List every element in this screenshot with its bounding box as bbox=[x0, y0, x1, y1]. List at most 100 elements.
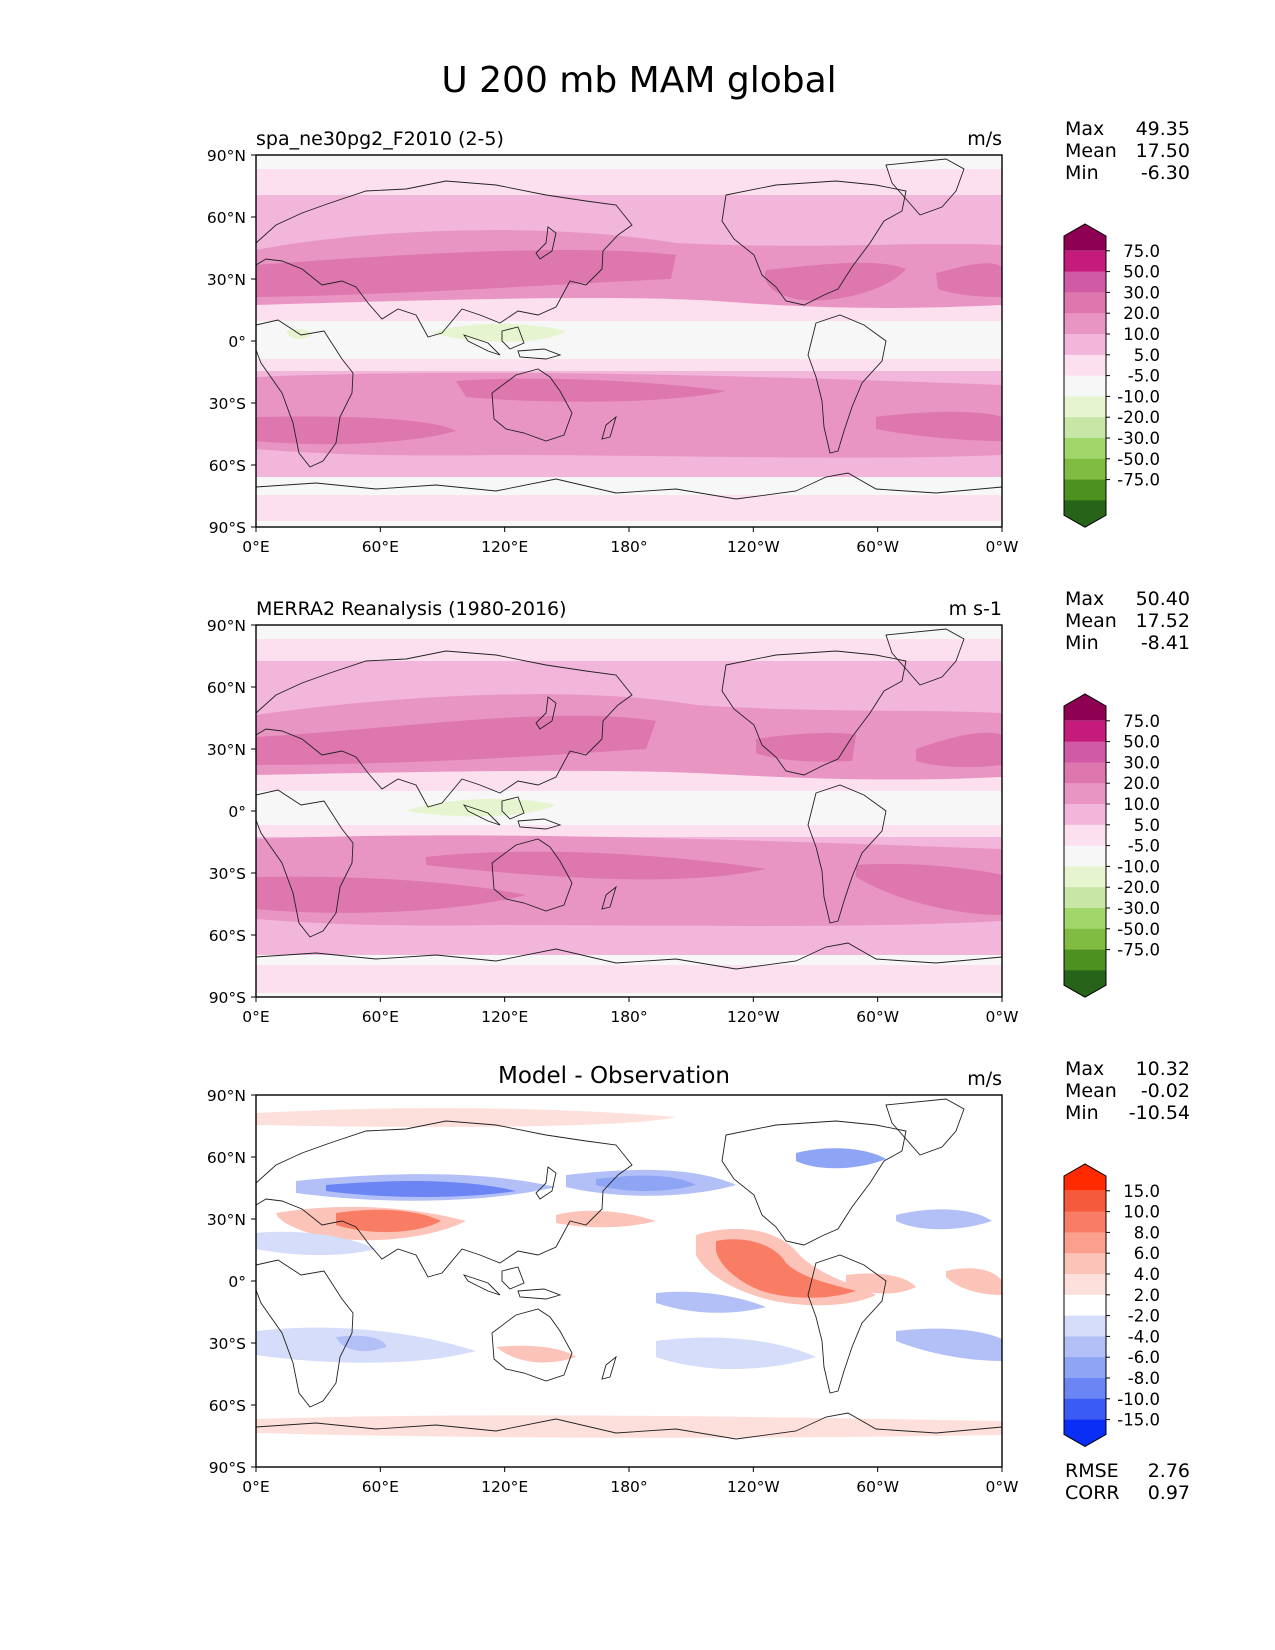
stat-min-label: Min bbox=[1065, 1102, 1099, 1124]
colorbar-segment bbox=[1064, 1232, 1106, 1254]
panel-center-title: Model - Observation bbox=[498, 1063, 730, 1089]
stat-min-value: -6.30 bbox=[1141, 162, 1190, 184]
colorbar-segment bbox=[1064, 458, 1106, 480]
lat-tick-label: 0° bbox=[228, 333, 246, 351]
colorbar-segment bbox=[1064, 804, 1106, 826]
colorbar-label: 4.0 bbox=[1134, 1265, 1160, 1284]
lon-tick-label: 0°E bbox=[242, 538, 269, 556]
stat-mean-label: Mean bbox=[1065, 140, 1117, 162]
panel-units: m/s bbox=[967, 128, 1002, 150]
colorbar-label: 10.0 bbox=[1123, 795, 1160, 814]
colorbar-label: 10.0 bbox=[1123, 1203, 1160, 1222]
lon-tick-label: 0°W bbox=[986, 1478, 1019, 1496]
lon-tick-label: 120°W bbox=[727, 538, 780, 556]
colorbar-segment bbox=[1064, 438, 1106, 460]
lat-tick-label: 60°S bbox=[209, 457, 246, 475]
colorbar-segment bbox=[1064, 1398, 1106, 1420]
panel-reference: MERRA2 Reanalysis (1980-2016) m s-1 90°N 60… bbox=[207, 588, 1190, 1026]
colorbar: 75.0 50.030.0 20.0 10.0 5.0 -5.0-10.0 -20.0 -30… bbox=[1063, 223, 1160, 528]
panel-left-title: spa_ne30pg2_F2010 (2-5) bbox=[256, 128, 504, 150]
stat-mean-value: -0.02 bbox=[1141, 1080, 1190, 1102]
colorbar-segment bbox=[1064, 720, 1106, 742]
colorbar-label: -6.0 bbox=[1128, 1348, 1160, 1367]
lat-tick-label: 30°S bbox=[209, 395, 246, 413]
stat-max-value: 50.40 bbox=[1136, 588, 1190, 610]
colorbar-extend-top bbox=[1064, 1164, 1106, 1191]
colorbar-segment bbox=[1064, 1357, 1106, 1379]
panels: spa_ne30pg2_F2010 (2-5) m/s 90°N 60°N 30°N 0°… bbox=[207, 118, 1190, 1504]
colorbar-segment bbox=[1064, 479, 1106, 501]
colorbar: 75.0 50.030.0 20.0 10.0 5.0 -5.0-10.0 -20.0 -30… bbox=[1063, 693, 1160, 998]
colorbar-segment bbox=[1064, 1294, 1106, 1316]
colorbar-label: 8.0 bbox=[1134, 1223, 1160, 1242]
stat-min-value: -8.41 bbox=[1141, 632, 1190, 654]
colorbar-outline bbox=[1063, 693, 1107, 998]
colorbar-label: 5.0 bbox=[1134, 346, 1160, 365]
colorbar-segment bbox=[1064, 908, 1106, 930]
colorbar-label: 50.0 bbox=[1123, 733, 1160, 752]
contour-field bbox=[256, 625, 1002, 997]
map-test bbox=[256, 155, 1002, 527]
colorbar-label: -50.0 bbox=[1117, 920, 1160, 939]
metric-rmse-value: 2.76 bbox=[1148, 1460, 1190, 1482]
stat-max-label: Max bbox=[1065, 1058, 1104, 1080]
stat-max-value: 49.35 bbox=[1136, 118, 1190, 140]
colorbar-label: -50.0 bbox=[1117, 450, 1160, 469]
colorbar-segment bbox=[1064, 887, 1106, 909]
stat-max-label: Max bbox=[1065, 588, 1104, 610]
lon-tick-label: 0°E bbox=[242, 1008, 269, 1026]
colorbar-label: -8.0 bbox=[1128, 1369, 1160, 1388]
colorbar-label: -20.0 bbox=[1117, 408, 1160, 427]
colorbar-segment bbox=[1064, 354, 1106, 376]
lon-tick-label: 120°E bbox=[481, 1008, 528, 1026]
colorbar-segment bbox=[1064, 292, 1106, 314]
colorbar-label: 5.0 bbox=[1134, 816, 1160, 835]
panel-units: m s-1 bbox=[949, 598, 1002, 620]
colorbar-label: -5.0 bbox=[1128, 367, 1160, 386]
colorbar-label: 10.0 bbox=[1123, 325, 1160, 344]
lon-tick-label: 0°E bbox=[242, 1478, 269, 1496]
lat-tick-label: 0° bbox=[228, 1273, 246, 1291]
colorbar-label: 30.0 bbox=[1123, 753, 1160, 772]
metric-corr-value: 0.97 bbox=[1148, 1482, 1190, 1504]
stat-min-label: Min bbox=[1065, 162, 1099, 184]
colorbar-label: 30.0 bbox=[1123, 283, 1160, 302]
panel-difference: Model - Observation m/s 90°N 60°N 30°N 0° 30°S… bbox=[207, 1058, 1190, 1504]
lat-tick-label: 60°N bbox=[207, 209, 246, 227]
colorbar-segment bbox=[1064, 845, 1106, 867]
lat-tick-label: 90°S bbox=[209, 519, 246, 537]
colorbar-label: 15.0 bbox=[1123, 1182, 1160, 1201]
lon-tick-label: 60°W bbox=[856, 1008, 899, 1026]
colorbar-segment bbox=[1064, 271, 1106, 293]
lon-tick-label: 120°E bbox=[481, 538, 528, 556]
colorbar-segment bbox=[1064, 313, 1106, 335]
colorbar-outline bbox=[1063, 223, 1107, 528]
colorbar-label: -10.0 bbox=[1117, 1390, 1160, 1409]
lat-tick-label: 0° bbox=[228, 803, 246, 821]
colorbar-label: -4.0 bbox=[1128, 1327, 1160, 1346]
colorbar-label: -75.0 bbox=[1117, 941, 1160, 960]
lat-tick-label: 90°N bbox=[207, 617, 246, 635]
lat-tick-label: 90°S bbox=[209, 989, 246, 1007]
lat-tick-label: 90°N bbox=[207, 1087, 246, 1105]
stat-mean-value: 17.52 bbox=[1136, 610, 1190, 632]
lon-tick-label: 60°E bbox=[362, 1478, 399, 1496]
map-difference bbox=[256, 1095, 1002, 1467]
metric-corr-label: CORR bbox=[1065, 1482, 1120, 1504]
colorbar-segment bbox=[1064, 1274, 1106, 1296]
colorbar-segment bbox=[1064, 824, 1106, 846]
colorbar-label: 50.0 bbox=[1123, 263, 1160, 282]
panel-test: spa_ne30pg2_F2010 (2-5) m/s 90°N 60°N 30°N 0°… bbox=[207, 118, 1190, 556]
panel-left-title: MERRA2 Reanalysis (1980-2016) bbox=[256, 598, 567, 620]
colorbar-label: 6.0 bbox=[1134, 1244, 1160, 1263]
colorbar-label: -75.0 bbox=[1117, 471, 1160, 490]
stat-mean-value: 17.50 bbox=[1136, 140, 1190, 162]
colorbar-segment bbox=[1064, 250, 1106, 272]
colorbar-segment bbox=[1064, 1190, 1106, 1212]
map-reference bbox=[256, 625, 1002, 997]
colorbar-outline bbox=[1063, 1163, 1107, 1447]
stat-max-value: 10.32 bbox=[1136, 1058, 1190, 1080]
colorbar-extend-bottom bbox=[1064, 500, 1106, 528]
lon-tick-label: 120°W bbox=[727, 1478, 780, 1496]
colorbar-label: -10.0 bbox=[1117, 387, 1160, 406]
